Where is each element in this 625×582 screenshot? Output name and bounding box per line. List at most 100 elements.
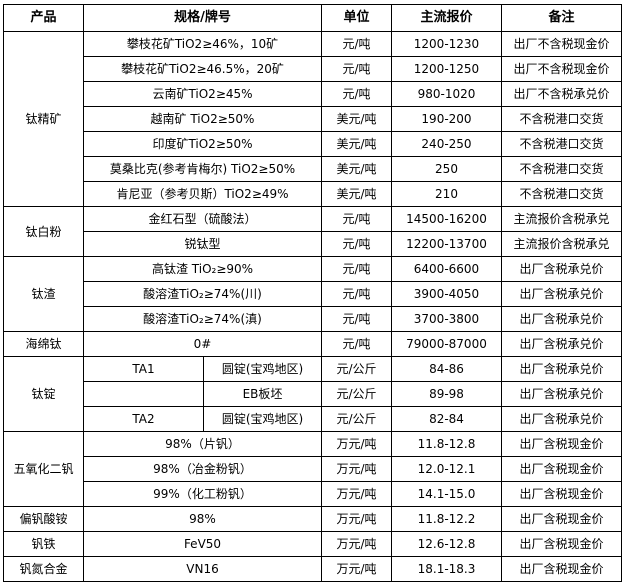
price-cell: 250 [391,156,502,182]
spec-cell: 0# [83,331,322,357]
unit-cell: 万元/吨 [321,431,392,457]
spec-cell: 酸溶渣TiO₂≥74%(川) [83,281,322,307]
spec-cell: 锐钛型 [83,231,322,257]
header-price: 主流报价 [391,4,502,32]
spec-cell: 攀枝花矿TiO2≥46.5%，20矿 [83,56,322,82]
note-cell: 不含税港口交货 [501,156,622,182]
unit-cell: 万元/吨 [321,506,392,532]
price-cell: 11.8-12.2 [391,506,502,532]
spec-cell: 肯尼亚（参考贝斯）TiO2≥49% [83,181,322,207]
price-cell: 12.0-12.1 [391,456,502,482]
spec-cell: 攀枝花矿TiO2≥46%，10矿 [83,31,322,57]
table-row: 偏钒酸铵 98% 万元/吨 11.8-12.2 出厂含税现金价 [3,506,622,532]
unit-cell: 元/吨 [321,81,392,107]
spec-cell: 印度矿TiO2≥50% [83,131,322,157]
header-spec: 规格/牌号 [83,4,322,32]
note-cell: 出厂含税承兑价 [501,356,622,382]
note-cell: 出厂含税现金价 [501,456,622,482]
unit-cell: 美元/吨 [321,106,392,132]
unit-cell: 万元/吨 [321,556,392,582]
table-row: 莫桑比克(参考肯梅尔) TiO2≥50% 美元/吨 250 不含税港口交货 [4,156,622,182]
note-cell: 出厂含税承兑价 [501,331,622,357]
unit-cell: 美元/吨 [321,156,392,182]
spec-detail-cell: 圆锭(宝鸡地区) [203,356,322,382]
note-cell: 出厂含税承兑价 [501,281,622,307]
unit-cell: 万元/吨 [321,456,392,482]
unit-cell: 元/吨 [321,56,392,82]
price-table-sheet: 产品 规格/牌号 单位 主流报价 备注 钛精矿 攀枝花矿TiO2≥46%，10矿元… [3,4,622,582]
note-cell: 主流报价含税承兑 [501,231,622,257]
note-cell: 出厂含税现金价 [501,556,622,582]
table-row: 海绵钛 0# 元/吨 79000-87000 出厂含税承兑价 [3,331,622,357]
product-category-cell: 钒氮合金 [3,556,84,582]
spec-detail-cell: 圆锭(宝鸡地区) [203,406,322,432]
table-row: 越南矿 TiO2≥50% 美元/吨 190-200 不含税港口交货 [4,106,622,132]
table-row: 酸溶渣TiO₂≥74%(川) 元/吨 3900-4050 出厂含税承兑价 [4,281,622,307]
table-row: 钛渣 高钛渣 TiO₂≥90% 元/吨 6400-6600 出厂含税承兑价 [3,256,622,332]
price-cell: 14500-16200 [391,206,502,232]
spec-detail-cell: EB板坯 [203,381,322,407]
spec-cell: 高钛渣 TiO₂≥90% [83,256,322,282]
product-category-cell: 偏钒酸铵 [3,506,84,532]
unit-cell: 元/吨 [321,231,392,257]
spec-cell: 98%（冶金粉钒） [83,456,322,482]
note-cell: 出厂含税现金价 [501,506,622,532]
header-row: 产品 规格/牌号 单位 主流报价 备注 [3,4,622,32]
note-cell: 不含税港口交货 [501,181,622,207]
table-row: 五氧化二钒 98%（片钒） 万元/吨 11.8-12.8 出厂含税现金价 [3,431,622,507]
note-cell: 不含税港口交货 [501,131,622,157]
unit-cell: 元/吨 [321,281,392,307]
price-cell: 190-200 [391,106,502,132]
price-cell: 89-98 [391,381,502,407]
price-table: 产品 规格/牌号 单位 主流报价 备注 钛精矿 攀枝花矿TiO2≥46%，10矿元… [3,4,622,582]
unit-cell: 元/吨 [321,256,392,282]
unit-cell: 元/吨 [321,31,392,57]
price-cell: 14.1-15.0 [391,481,502,507]
note-cell: 出厂不含税承兑价 [501,81,622,107]
note-cell: 主流报价含税承兑 [501,206,622,232]
table-row: TA2 圆锭(宝鸡地区) 元/公斤 82-84 出厂含税承兑价 [4,406,622,432]
unit-cell: 元/公斤 [321,356,392,382]
table-row: 锐钛型 元/吨 12200-13700 主流报价含税承兑 [4,231,622,257]
spec-cell: 金红石型（硫酸法） [83,206,322,232]
price-cell: 6400-6600 [391,256,502,282]
spec-cell: VN16 [83,556,322,582]
table-header: 产品 规格/牌号 单位 主流报价 备注 [3,4,622,32]
price-cell: 82-84 [391,406,502,432]
header-unit: 单位 [321,4,392,32]
spec-cell: 越南矿 TiO2≥50% [83,106,322,132]
price-cell: 1200-1250 [391,56,502,82]
table-row: 云南矿TiO2≥45% 元/吨 980-1020 出厂不含税承兑价 [4,81,622,107]
header-note: 备注 [501,4,622,32]
table-row: 印度矿TiO2≥50% 美元/吨 240-250 不含税港口交货 [4,131,622,157]
price-cell: 1200-1230 [391,31,502,57]
product-category-cell: 钛锭 [3,356,84,432]
note-cell: 出厂不含税现金价 [501,56,622,82]
table-row: 钒氮合金 VN16 万元/吨 18.1-18.3 出厂含税现金价 [3,556,622,582]
unit-cell: 美元/吨 [321,131,392,157]
price-cell: 84-86 [391,356,502,382]
spec-cell: TA1 [83,356,204,382]
note-cell: 出厂含税承兑价 [501,256,622,282]
spec-cell: 酸溶渣TiO₂≥74%(滇) [83,306,322,332]
spec-cell [83,381,204,407]
unit-cell: 美元/吨 [321,181,392,207]
table-row: 酸溶渣TiO₂≥74%(滇) 元/吨 3700-3800 出厂含税承兑价 [4,306,622,332]
note-cell: 出厂含税现金价 [501,431,622,457]
note-cell: 出厂含税现金价 [501,481,622,507]
unit-cell: 元/公斤 [321,406,392,432]
price-cell: 210 [391,181,502,207]
price-cell: 3900-4050 [391,281,502,307]
product-category-cell: 五氧化二钒 [3,431,84,507]
unit-cell: 元/吨 [321,331,392,357]
header-product: 产品 [3,4,84,32]
price-cell: 3700-3800 [391,306,502,332]
unit-cell: 元/吨 [321,206,392,232]
table-row: 肯尼亚（参考贝斯）TiO2≥49% 美元/吨 210 不含税港口交货 [4,181,622,207]
table-row: EB板坯 元/公斤 89-98 出厂含税承兑价 [4,381,622,407]
spec-cell: 99%（化工粉钒） [83,481,322,507]
spec-cell: 98% [83,506,322,532]
spec-cell: 莫桑比克(参考肯梅尔) TiO2≥50% [83,156,322,182]
price-cell: 11.8-12.8 [391,431,502,457]
spec-cell: TA2 [83,406,204,432]
